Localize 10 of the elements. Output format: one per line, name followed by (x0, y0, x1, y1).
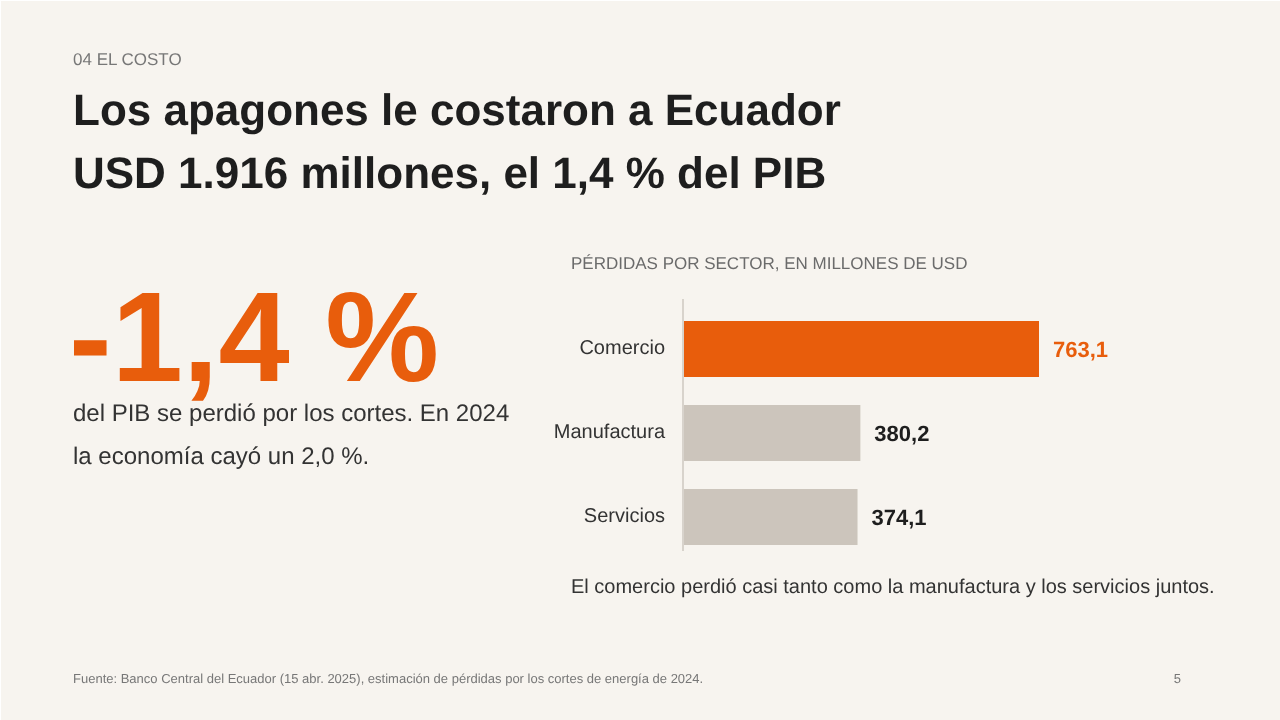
data-label: 380,2 (874, 423, 930, 447)
y-tick-label: Servicios (583, 506, 666, 528)
y-tick-label: Manufactura (553, 422, 666, 444)
y-tick-label: Comercio (579, 338, 666, 360)
chart-title: Los apagones le costaron a Ecuador USD 1.916 millones, el 1,4 % del PIB (73, 85, 842, 198)
data-label: 374,1 (871, 507, 927, 531)
chart-subtitle: PÉRDIDAS POR SECTOR, EN MILLONES DE USD (571, 253, 968, 273)
data-label: 763,1 (1053, 339, 1109, 363)
text: 04 EL COSTO (73, 49, 183, 69)
text: El comercio perdió casi tanto como la manufactura y los servicios juntos. (571, 577, 1215, 599)
